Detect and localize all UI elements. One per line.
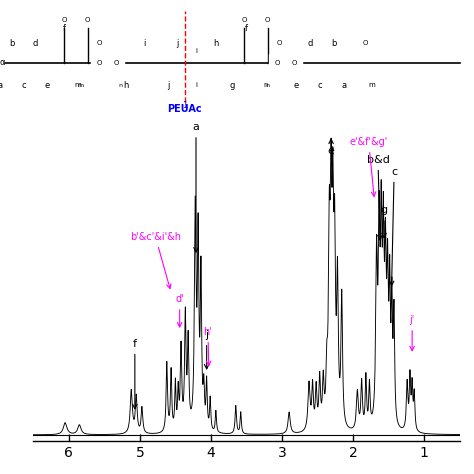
Text: n: n <box>266 83 270 88</box>
Text: e: e <box>328 139 335 156</box>
Text: j: j <box>204 330 209 369</box>
Text: O: O <box>97 40 102 46</box>
Text: h: h <box>213 39 219 48</box>
Text: e'&f'&g': e'&f'&g' <box>349 137 388 196</box>
Text: m: m <box>369 82 375 88</box>
Text: a: a <box>192 122 200 252</box>
Text: c: c <box>21 81 26 90</box>
Text: O: O <box>362 40 368 46</box>
Text: g: g <box>229 81 235 90</box>
Text: g: g <box>381 205 388 237</box>
Text: a: a <box>341 81 346 90</box>
Text: m: m <box>75 82 82 88</box>
Text: O: O <box>277 40 283 46</box>
Text: f: f <box>133 339 137 409</box>
Text: d': d' <box>175 294 184 327</box>
Text: f: f <box>245 24 248 33</box>
Text: O: O <box>274 60 280 65</box>
Text: m: m <box>78 83 83 88</box>
Text: b: b <box>9 39 15 48</box>
Text: n: n <box>119 83 123 88</box>
Text: O: O <box>85 18 91 24</box>
Text: e: e <box>45 81 50 90</box>
Text: O: O <box>291 60 297 65</box>
Text: d: d <box>308 39 313 48</box>
Text: O: O <box>97 60 102 65</box>
Text: j': j' <box>410 315 415 351</box>
Text: d: d <box>33 39 38 48</box>
Text: α: α <box>0 58 5 67</box>
Text: PEUAc: PEUAc <box>167 104 202 114</box>
Text: i: i <box>143 39 146 48</box>
Text: j: j <box>167 81 170 90</box>
Text: b&d: b&d <box>366 155 390 240</box>
Text: 1: 1 <box>182 101 188 110</box>
Text: j: j <box>176 39 179 48</box>
Text: O: O <box>113 60 119 65</box>
Text: O: O <box>265 18 271 24</box>
Text: b: b <box>331 39 337 48</box>
Text: h': h' <box>204 327 212 365</box>
Text: i: i <box>196 48 198 54</box>
Text: c: c <box>318 81 322 90</box>
Text: c: c <box>390 167 397 285</box>
Text: O: O <box>61 18 67 24</box>
Text: e: e <box>293 81 299 90</box>
Text: O: O <box>241 18 247 24</box>
Text: h: h <box>123 81 128 90</box>
Text: a: a <box>0 81 2 90</box>
Text: f: f <box>63 24 65 33</box>
Text: i: i <box>196 82 198 88</box>
Text: b'&c'&i'&h: b'&c'&i'&h <box>130 232 181 289</box>
Text: n: n <box>263 82 268 88</box>
